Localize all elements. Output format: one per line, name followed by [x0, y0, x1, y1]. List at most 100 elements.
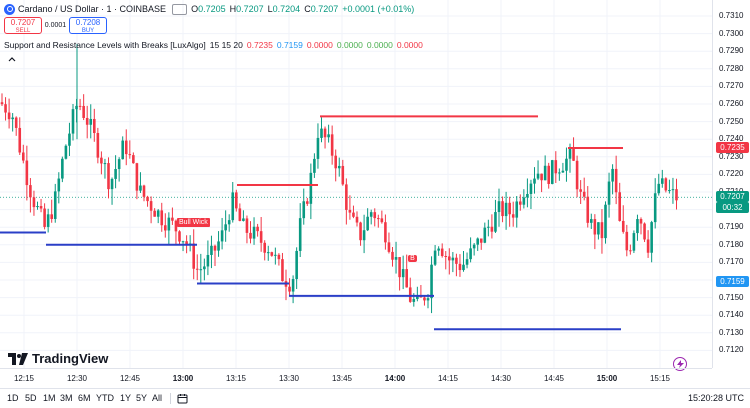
candle-body	[164, 225, 167, 231]
brand-name: TradingView	[32, 351, 109, 366]
buy-button[interactable]: 0.7208 BUY	[69, 17, 107, 34]
candle-body	[22, 152, 25, 161]
candle-body	[334, 155, 337, 169]
ohlc-low-value: 0.7204	[272, 4, 301, 14]
candle-body	[4, 104, 7, 113]
sell-button[interactable]: 0.7207 SELL	[4, 17, 42, 34]
ohlc-open-value: 0.7205	[198, 4, 226, 14]
candle-body	[64, 145, 68, 159]
range-3m[interactable]: 3M	[60, 393, 73, 403]
collapse-legend-chevron-icon[interactable]	[6, 53, 18, 65]
candle-body	[288, 286, 291, 292]
candle-body	[462, 264, 465, 271]
candle-body	[149, 201, 153, 211]
toolbar-divider	[170, 393, 171, 404]
candle-body	[341, 165, 345, 185]
candle-body	[625, 231, 629, 251]
price-tick: 0.7190	[719, 222, 744, 232]
range-1m[interactable]: 1M	[43, 393, 56, 403]
candle-body	[256, 226, 259, 232]
candle-body	[519, 201, 522, 205]
candle-body	[235, 192, 238, 209]
indicator-value-5: 0.0000	[366, 40, 393, 50]
candle-body	[309, 172, 313, 204]
price-tick: 0.7250	[719, 116, 744, 126]
candle-body	[114, 169, 117, 179]
candle-body	[71, 109, 75, 134]
candle-body	[270, 252, 274, 256]
price-axis[interactable]: 0.7310 0.7300 0.7290 0.7280 0.7270 0.7260 0.72…	[712, 0, 750, 368]
candle-body	[259, 231, 263, 243]
candle-body	[153, 210, 156, 217]
candle-body	[582, 191, 586, 197]
range-5y[interactable]: 5Y	[136, 393, 148, 403]
candle-body	[373, 212, 377, 219]
time-tick: 14:15	[437, 374, 459, 383]
candle-body	[217, 241, 220, 251]
candle-body	[337, 165, 341, 169]
candle-body	[597, 222, 600, 235]
candle-body	[543, 165, 547, 181]
range-all[interactable]: All	[152, 393, 163, 403]
candle-body	[277, 254, 281, 260]
candle-body	[0, 102, 4, 105]
bull-wick-label: Bull Wick	[177, 218, 210, 227]
visibility-toggle-icon[interactable]	[172, 3, 188, 15]
price-chart[interactable]	[0, 0, 712, 368]
break-marker-label: B	[408, 255, 417, 262]
candle-body	[291, 279, 295, 292]
candle-body	[455, 257, 458, 264]
candle-body	[572, 148, 575, 161]
candle-body	[156, 210, 160, 217]
time-axis[interactable]: 12:15 12:30 12:45 13:00 13:15 13:30 13:45 14:00…	[0, 368, 712, 389]
candle-body	[46, 214, 50, 227]
candle-body	[93, 118, 96, 134]
tradingview-logo[interactable]: TradingView	[8, 351, 108, 366]
candle-body	[494, 212, 497, 232]
candle-body	[476, 238, 479, 245]
candle-body	[139, 185, 142, 191]
candle-body	[398, 257, 401, 278]
time-tick: 15:00	[596, 374, 618, 383]
range-6m[interactable]: 6M	[78, 393, 91, 403]
utc-clock[interactable]: 15:20:28 UTC	[687, 393, 744, 403]
chart-area[interactable]	[0, 0, 712, 368]
candle-body	[504, 202, 508, 217]
indicator-name[interactable]: Support and Resistance Levels with Break…	[4, 40, 206, 50]
ohlc-high-label: H	[229, 4, 237, 14]
price-tick: 0.7140	[719, 310, 744, 320]
candle-body	[128, 154, 132, 156]
price-tick: 0.7290	[719, 46, 744, 56]
current-price-tag: 0.7207	[716, 191, 749, 203]
candle-body	[632, 233, 636, 251]
candle-body	[394, 257, 398, 260]
candle-body	[561, 170, 565, 173]
candle-body	[355, 216, 359, 223]
candle-body	[391, 251, 394, 260]
time-tick: 12:30	[66, 374, 88, 383]
candle-body	[469, 248, 472, 260]
candle-body	[29, 185, 32, 198]
candle-body	[224, 224, 227, 231]
candle-body	[433, 250, 437, 265]
candle-body	[61, 158, 64, 179]
lightning-icon[interactable]	[673, 357, 687, 371]
range-1y[interactable]: 1Y	[120, 393, 132, 403]
candle-body	[50, 214, 53, 219]
symbol-title[interactable]: Cardano / US Dollar · 1 · COINBASE	[18, 4, 167, 14]
bottom-toolbar: 1D 5D 1M 3M 6M YTD 1Y 5Y All 15:20:28 UT…	[0, 388, 750, 408]
candle-body	[430, 264, 433, 299]
candle-body	[210, 245, 213, 255]
calendar-icon[interactable]	[177, 393, 188, 404]
candle-body	[387, 242, 391, 252]
candle-body	[508, 202, 511, 215]
range-ytd[interactable]: YTD	[96, 393, 114, 403]
candle-body	[100, 157, 103, 164]
candle-body	[657, 183, 661, 194]
range-5d[interactable]: 5D	[25, 393, 37, 403]
indicator-legend[interactable]: Support and Resistance Levels with Break…	[4, 40, 427, 50]
candle-body	[643, 223, 646, 240]
support-price-tag: 0.7159	[716, 275, 749, 287]
range-1d[interactable]: 1D	[7, 393, 19, 403]
candle-body	[53, 191, 57, 219]
